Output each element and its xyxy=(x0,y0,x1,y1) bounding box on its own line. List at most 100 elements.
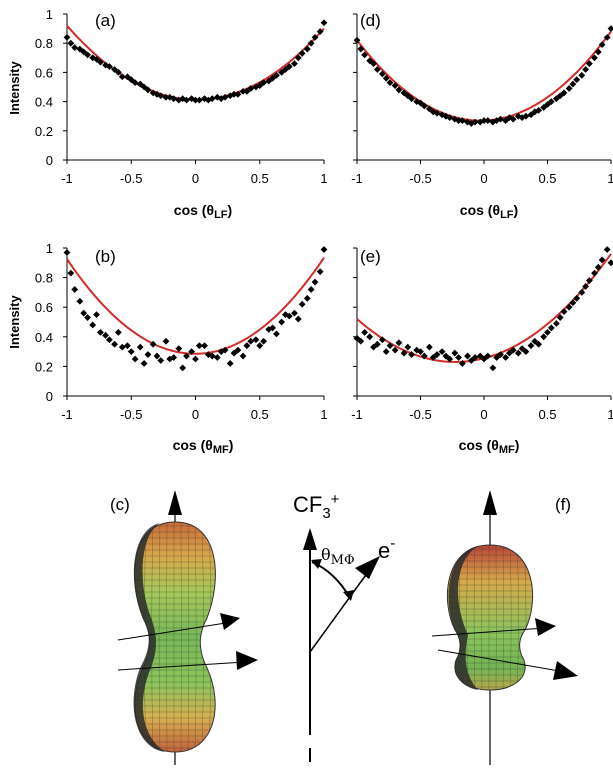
arrowhead-f-diag-2 xyxy=(553,661,578,680)
data-point-d xyxy=(594,48,602,56)
data-point-b xyxy=(179,364,187,372)
data-point-e xyxy=(598,256,606,264)
data-point-a xyxy=(67,39,75,47)
data-point-e xyxy=(527,342,535,350)
data-point-b xyxy=(311,278,319,286)
data-point-a xyxy=(316,28,324,35)
data-point-d xyxy=(518,114,526,122)
data-point-d xyxy=(578,71,586,79)
data-point-a xyxy=(76,45,84,53)
axes-b: -1 -0.5 0 0.5 1 0 0.2 0.4 0.6 0.8 1 xyxy=(35,241,328,422)
data-point-b xyxy=(247,337,255,345)
x-tick-label-e: -1 xyxy=(351,407,363,422)
data-point-a xyxy=(106,63,113,70)
data-point-e xyxy=(484,352,492,360)
data-point-b xyxy=(260,337,268,345)
data-point-b xyxy=(131,355,139,363)
data-point-b xyxy=(285,312,293,320)
x-tick-label-a: 0 xyxy=(192,171,199,186)
data-point-d xyxy=(573,76,581,84)
data-point-e xyxy=(556,314,564,321)
data-point-b xyxy=(170,354,178,361)
data-point-a xyxy=(149,89,157,97)
x-tick-label-d: 1 xyxy=(607,171,613,186)
data-point-e xyxy=(552,320,560,327)
panel-label-e: (e) xyxy=(360,247,381,266)
data-point-e xyxy=(509,346,517,354)
data-point-a xyxy=(131,79,139,87)
panel-e: (e) -1 -0.5 0 0.5 1 cos (θMF) xyxy=(351,246,613,456)
panel-label-b: (b) xyxy=(95,247,116,266)
data-point-d xyxy=(582,66,589,73)
y-axis-label-b: Intensity xyxy=(7,295,22,349)
x-tick-label-b: 0 xyxy=(192,407,199,422)
data-point-d xyxy=(379,70,386,78)
data-point-e xyxy=(547,324,555,332)
data-point-d xyxy=(531,108,539,116)
data-point-e xyxy=(560,308,568,316)
y-tick-label-a: 0.2 xyxy=(35,124,53,139)
x-tick-label-d: -1 xyxy=(351,171,363,186)
data-point-d xyxy=(370,60,377,68)
data-point-d xyxy=(382,74,390,82)
data-point-b xyxy=(84,314,91,321)
axes-d: -1 -0.5 0 0.5 1 xyxy=(351,13,613,186)
data-point-b xyxy=(136,343,144,351)
angle-label: θMΦ xyxy=(321,545,355,568)
axis-c-diagonal-1 xyxy=(117,621,233,641)
x-tick-label-b: 1 xyxy=(320,407,327,422)
data-point-e xyxy=(497,351,504,358)
data-point-b xyxy=(320,246,328,253)
data-point-b xyxy=(144,351,152,358)
angle-arc-arrowhead-top xyxy=(311,559,322,569)
data-point-b xyxy=(294,315,302,323)
arrowhead-c-diag-2 xyxy=(236,651,258,670)
data-point-e xyxy=(591,269,598,277)
data-point-b xyxy=(175,345,183,353)
data-point-d xyxy=(357,45,365,53)
data-point-d xyxy=(433,109,441,117)
arrowhead-c-diag-1 xyxy=(220,613,240,630)
y-tick-label-b: 0.4 xyxy=(35,330,53,345)
data-point-b xyxy=(230,349,238,357)
data-point-b xyxy=(149,340,157,348)
data-point-d xyxy=(413,98,421,105)
data-point-e xyxy=(382,348,390,355)
data-point-a xyxy=(195,96,203,104)
data-point-d xyxy=(386,79,394,87)
data-point-d xyxy=(591,54,598,62)
y-tick-label-b: 0 xyxy=(46,389,53,404)
data-point-a xyxy=(294,54,302,62)
axis-c-diagonal-2 xyxy=(117,661,246,671)
data-point-b xyxy=(213,354,221,361)
data-point-e xyxy=(522,348,530,355)
data-point-b xyxy=(243,342,251,350)
data-point-b xyxy=(208,352,216,360)
data-point-a xyxy=(97,58,104,66)
data-point-a xyxy=(291,60,298,68)
x-tick-label-e: 0.5 xyxy=(538,407,556,422)
data-point-a xyxy=(179,95,187,103)
data-point-b xyxy=(166,355,174,363)
data-point-e xyxy=(464,352,471,360)
data-point-d xyxy=(420,102,428,110)
data-point-e xyxy=(438,348,446,355)
data-point-a xyxy=(183,96,190,104)
axes-e: -1 -0.5 0 0.5 1 xyxy=(351,246,613,422)
electron-direction xyxy=(309,571,369,653)
data-point-d xyxy=(400,89,408,97)
data-point-a xyxy=(320,19,328,27)
panel-d: (d) -1 -0.5 0 0.5 1 cos (θLF) xyxy=(351,11,613,221)
data-point-e xyxy=(373,340,381,348)
arrowhead-c-top xyxy=(168,490,182,515)
data-point-e xyxy=(379,336,386,344)
data-point-d xyxy=(395,86,403,94)
data-point-a xyxy=(247,85,255,92)
x-tick-label-b: -0.5 xyxy=(120,407,142,422)
data-point-e xyxy=(535,340,543,348)
diagram-label-c: (c) xyxy=(110,495,130,514)
data-point-e xyxy=(391,346,399,354)
data-point-d xyxy=(480,117,488,124)
data-point-b xyxy=(71,286,79,293)
